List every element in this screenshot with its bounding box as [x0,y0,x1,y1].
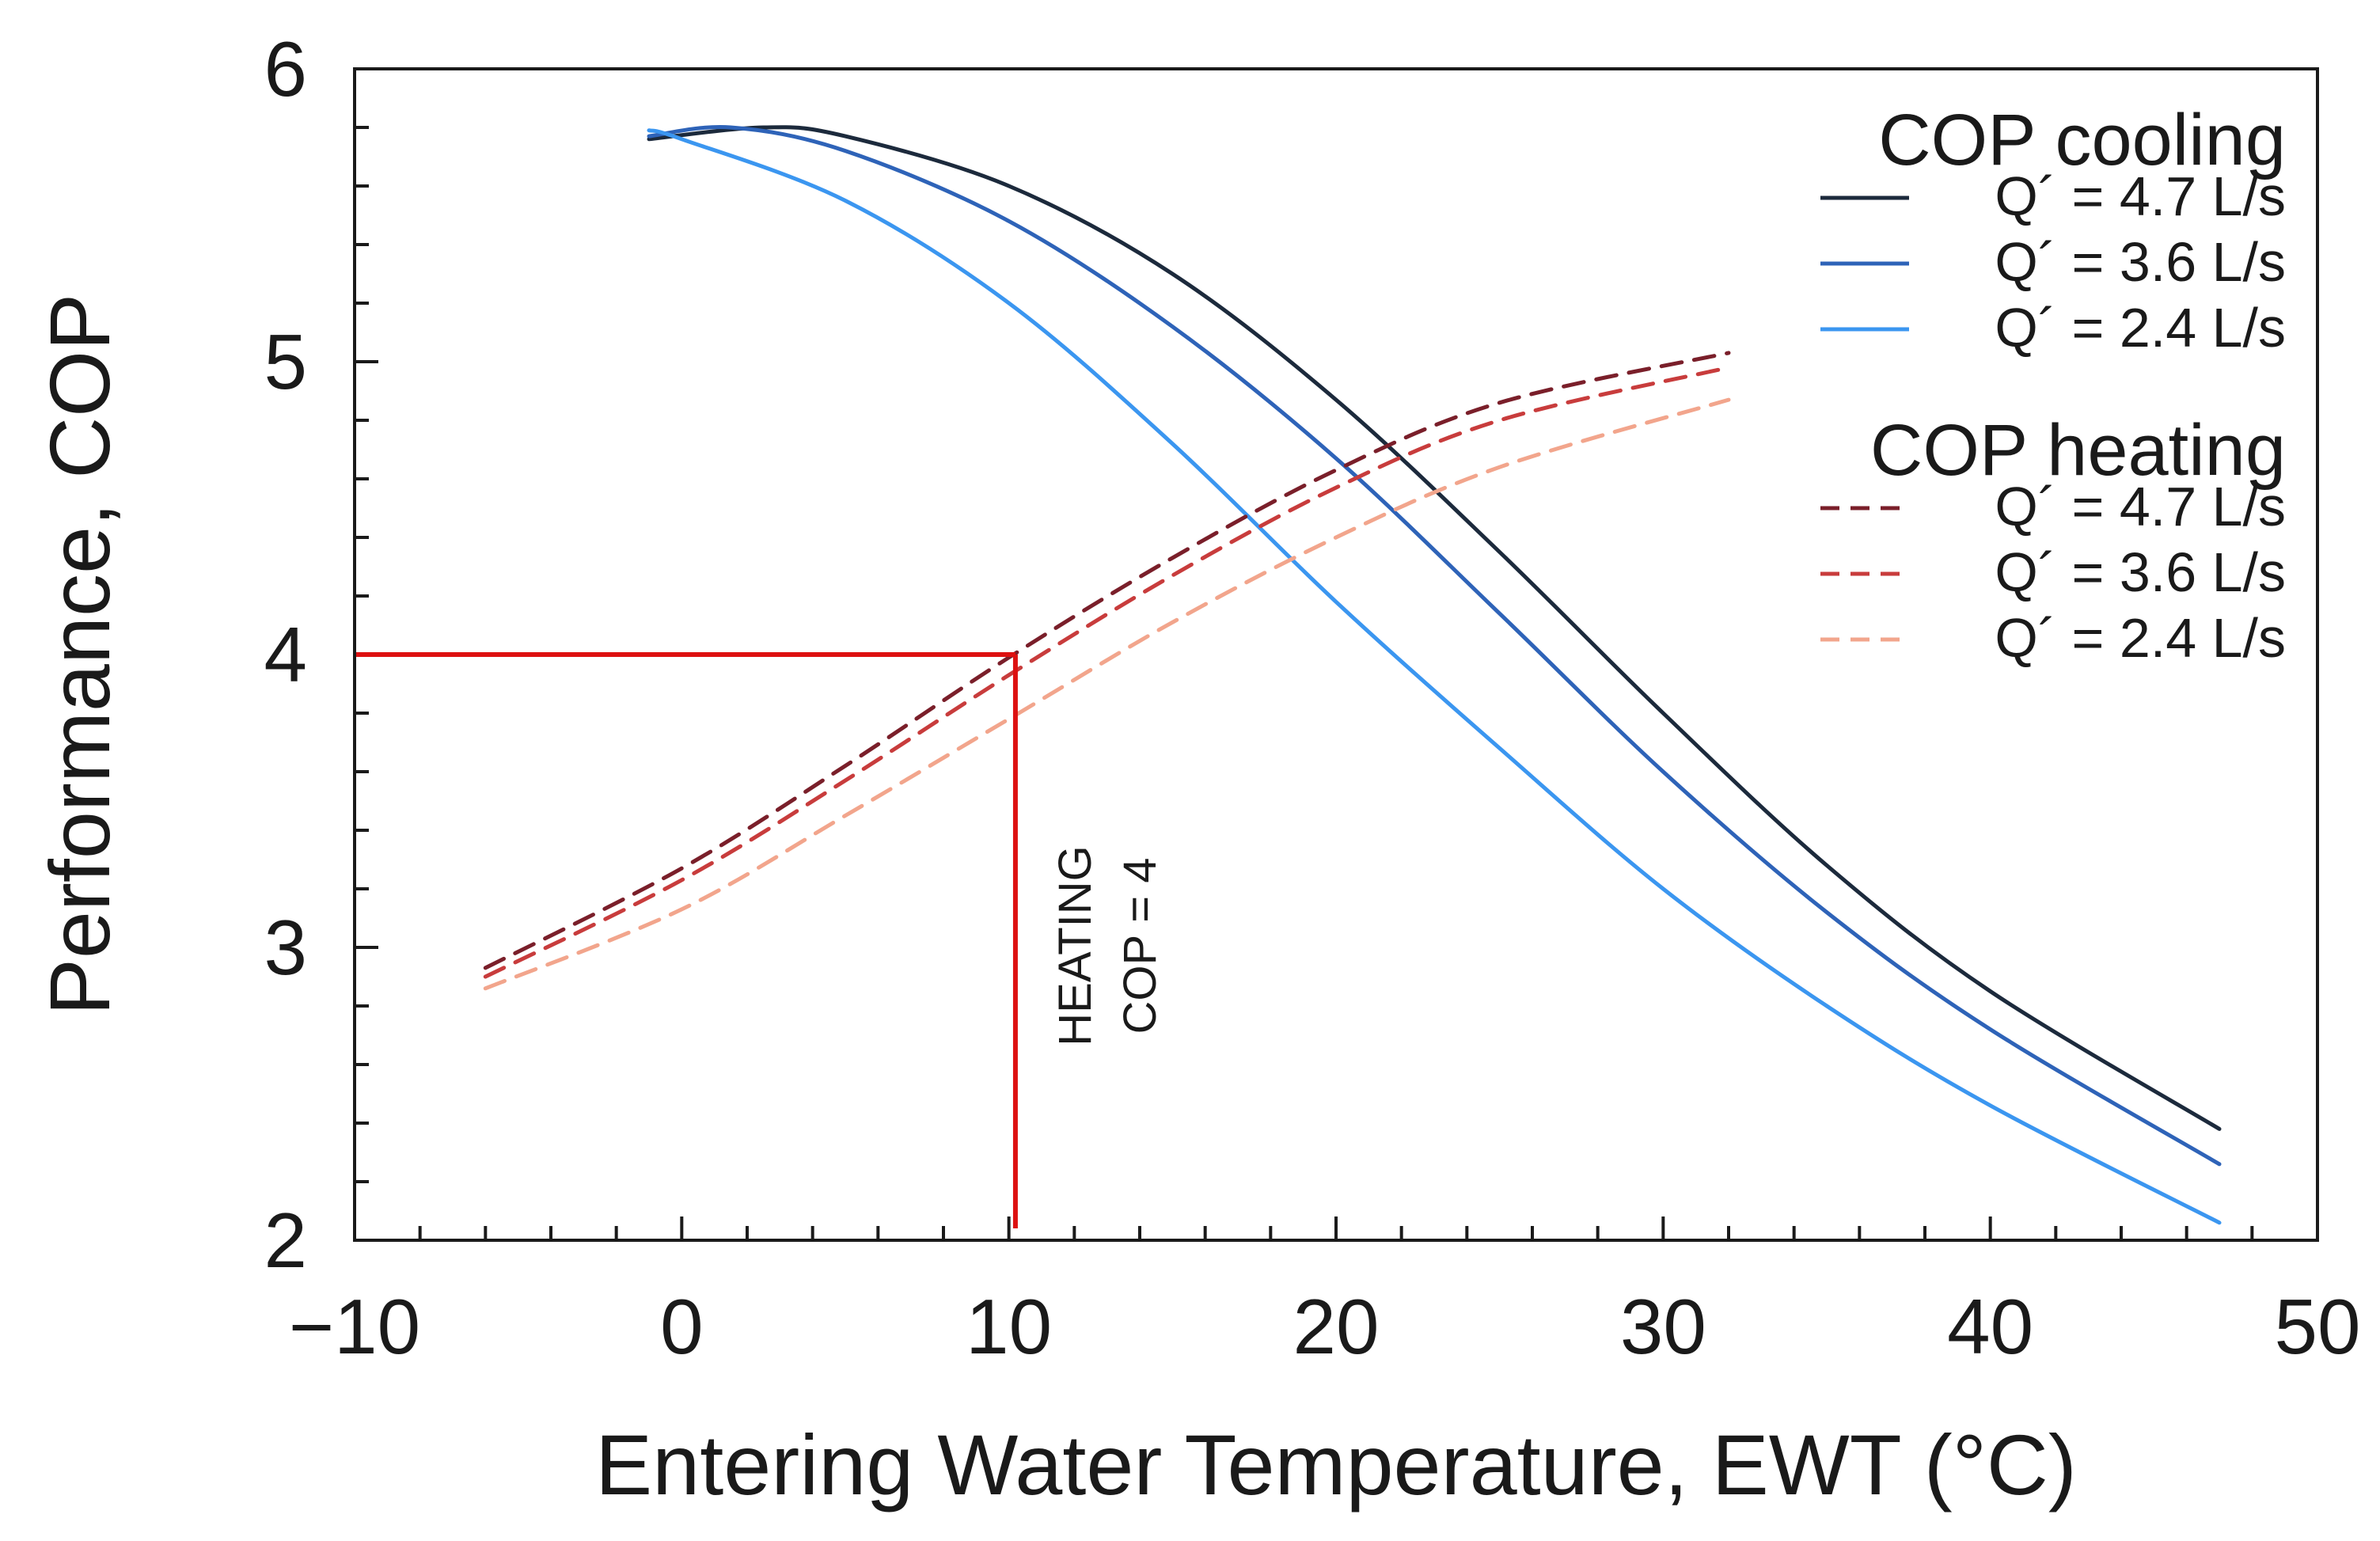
series-line-cooling-1 [647,125,2222,1131]
x-axis-label: Entering Water Temperature, EWT (°C) [595,1417,2077,1513]
y-tick-label: 4 [264,611,307,698]
annotation-text: COP = 4 [1114,858,1166,1034]
x-tick-label: 40 [1947,1283,2033,1370]
y-tick-label: 3 [264,904,307,991]
annotation: HEATING COP = 4 [355,652,1166,1228]
series-line-heating-3 [483,397,1731,991]
legend-label-heating-2: Q´ = 3.6 L/s [1995,541,2286,603]
y-tick-label: 6 [264,25,307,112]
x-tick-label: 20 [1292,1283,1379,1370]
annotation-text: HEATING [1050,845,1101,1046]
series-line-cooling-3 [647,128,2222,1225]
legend-label-heating-1: Q´ = 4.7 L/s [1995,476,2286,537]
legend-title-cooling: COP cooling [1878,100,2286,180]
y-tick-label: 5 [264,318,307,405]
x-tick-label: 30 [1620,1283,1706,1370]
x-tick-label: 0 [660,1283,704,1370]
legend-label-heating-3: Q´ = 2.4 L/s [1995,607,2286,669]
x-tick-label: 10 [966,1283,1052,1370]
series-line-cooling-2 [647,125,2222,1167]
legend-label-cooling-1: Q´ = 4.7 L/s [1995,165,2286,227]
x-tick-label: −10 [289,1283,420,1370]
plot-frame [353,67,2319,1242]
legend: COP cooling COP heating Q´ = 4.7 L/sQ´ =… [1820,100,2286,669]
legend-label-cooling-2: Q´ = 3.6 L/s [1995,231,2286,293]
legend-label-cooling-3: Q´ = 2.4 L/s [1995,297,2286,359]
tick-labels: −10 0 10 20 30 40 50 2 3 4 5 6 [264,25,2360,1370]
y-tick-label: 2 [264,1197,307,1284]
series-layer [483,125,2222,1225]
legend-title-heating: COP heating [1870,410,2286,491]
y-axis-label: Performance, COP [32,294,127,1015]
x-tick-label: 50 [2274,1283,2360,1370]
series-line-heating-2 [483,365,1731,979]
series-line-heating-1 [483,351,1731,970]
